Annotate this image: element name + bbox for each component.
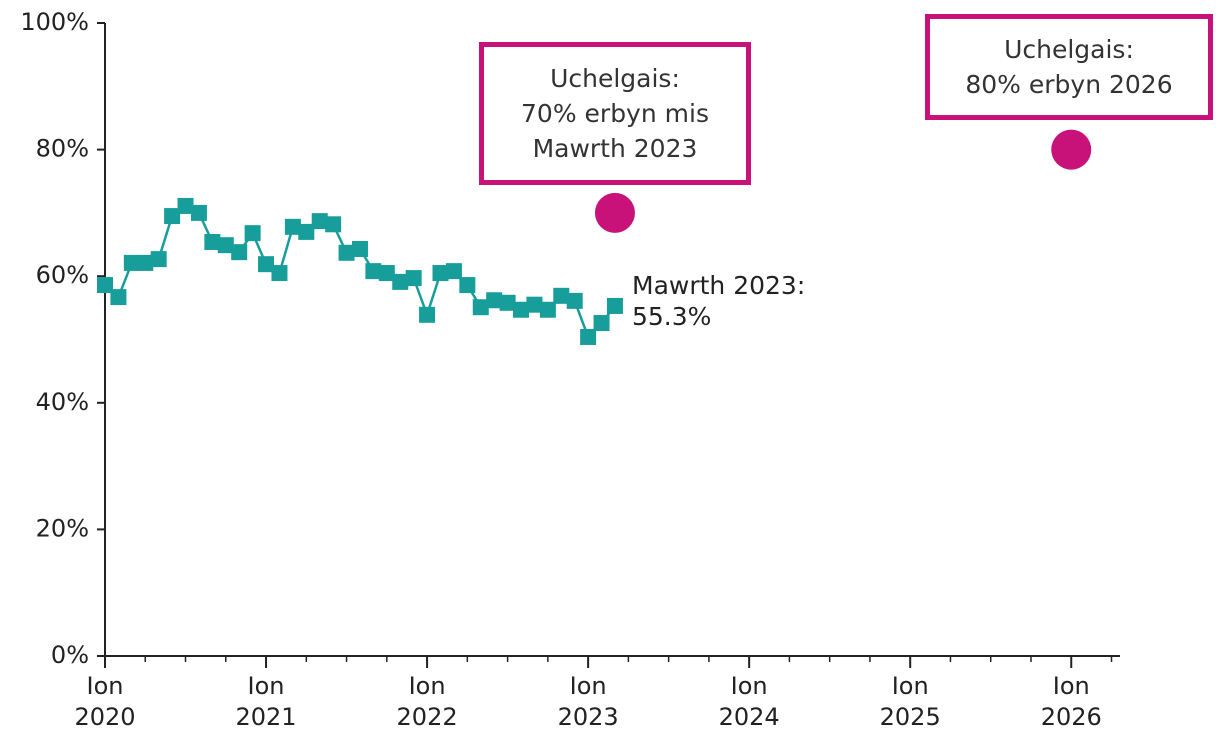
marker bbox=[486, 292, 503, 309]
marker bbox=[231, 244, 248, 261]
marker bbox=[365, 263, 382, 280]
marker bbox=[217, 237, 234, 254]
marker bbox=[432, 265, 449, 282]
marker bbox=[123, 254, 140, 271]
marker bbox=[325, 216, 342, 233]
marker bbox=[137, 254, 154, 271]
marker bbox=[258, 256, 275, 273]
target-box: Uchelgais: 70% erbyn mis Mawrth 2023 bbox=[479, 42, 751, 185]
marker bbox=[110, 289, 127, 306]
marker bbox=[392, 273, 409, 290]
y-tick-label: 20% bbox=[36, 514, 89, 542]
marker bbox=[298, 223, 315, 240]
marker bbox=[311, 213, 328, 230]
target-dot bbox=[1051, 129, 1092, 170]
marker bbox=[271, 265, 288, 282]
y-tick-label: 80% bbox=[36, 135, 89, 163]
marker bbox=[190, 204, 207, 221]
marker bbox=[338, 244, 355, 261]
target-box: Uchelgais: 80% erbyn 2026 bbox=[925, 14, 1213, 120]
marker bbox=[472, 299, 489, 316]
marker bbox=[405, 270, 422, 287]
x-tick-label: Ion 2023 bbox=[557, 672, 619, 731]
marker bbox=[204, 234, 221, 251]
marker bbox=[513, 301, 530, 318]
marker bbox=[553, 287, 570, 304]
data-label: Mawrth 2023: 55.3% bbox=[632, 271, 806, 331]
marker bbox=[177, 197, 194, 214]
marker bbox=[606, 297, 623, 314]
marker bbox=[284, 218, 301, 235]
marker bbox=[378, 265, 395, 282]
x-tick-label: Ion 2021 bbox=[235, 672, 297, 731]
marker bbox=[445, 263, 462, 280]
marker bbox=[526, 296, 543, 313]
marker bbox=[499, 294, 516, 311]
series-line bbox=[104, 204, 616, 340]
marker bbox=[150, 251, 167, 268]
marker bbox=[351, 240, 368, 257]
target-dot bbox=[594, 192, 635, 233]
y-tick-label: 100% bbox=[20, 8, 89, 36]
marker bbox=[566, 292, 583, 309]
marker bbox=[539, 301, 556, 318]
marker bbox=[244, 225, 261, 242]
x-tick-label: Ion 2022 bbox=[396, 672, 458, 731]
marker bbox=[459, 277, 476, 294]
y-tick-label: 0% bbox=[51, 641, 89, 669]
x-tick-label: Ion 2025 bbox=[879, 672, 941, 731]
x-tick-label: Ion 2026 bbox=[1040, 672, 1102, 731]
marker bbox=[164, 208, 181, 225]
marker bbox=[580, 328, 597, 345]
marker bbox=[593, 315, 610, 332]
y-tick-label: 40% bbox=[36, 388, 89, 416]
marker bbox=[97, 277, 113, 294]
y-tick-label: 60% bbox=[36, 261, 89, 289]
x-tick-label: Ion 2020 bbox=[74, 672, 136, 731]
marker bbox=[419, 306, 436, 323]
x-tick-label: Ion 2024 bbox=[718, 672, 780, 731]
